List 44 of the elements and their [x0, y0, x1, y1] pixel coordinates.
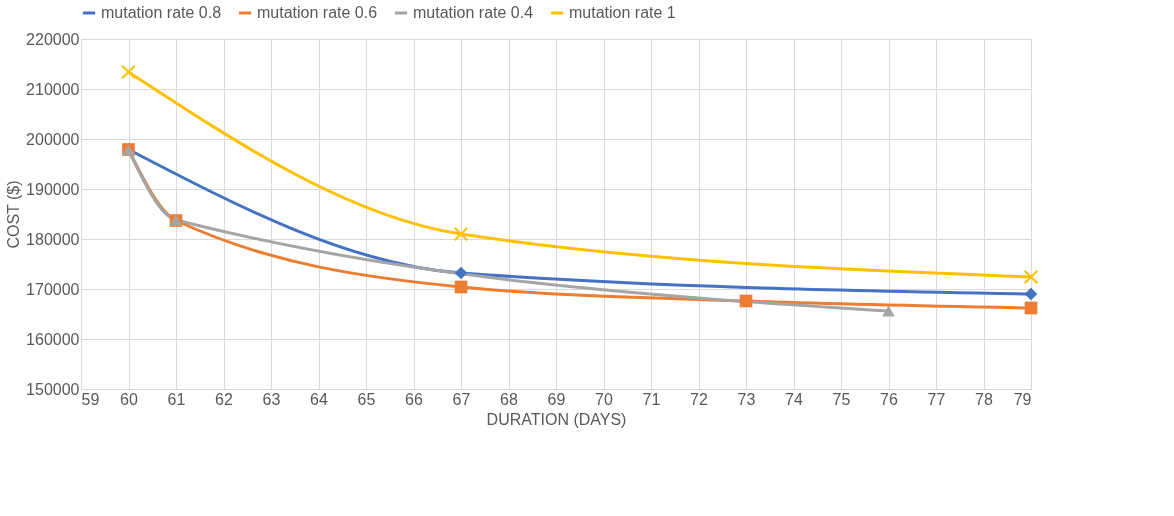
- x-tick-label: 62: [215, 390, 233, 408]
- y-tick-label: 200000: [26, 130, 80, 148]
- y-axis-title: COST ($): [5, 180, 23, 249]
- x-tick-label: 66: [405, 390, 423, 408]
- y-tick-label: 160000: [26, 330, 80, 348]
- x-tick-label: 79: [1013, 390, 1032, 408]
- x-tick-label: 75: [832, 390, 851, 408]
- x-tick-label: 78: [975, 390, 993, 408]
- x-tick-label: 61: [167, 390, 186, 408]
- point: [121, 64, 136, 80]
- legend-label: mutation rate 0.4: [413, 4, 534, 21]
- legend-label: mutation rate 1: [569, 4, 676, 21]
- x-tick-label: 71: [642, 390, 661, 408]
- x-tick-label: 77: [927, 390, 946, 408]
- x-tick-label: 69: [547, 390, 566, 408]
- x-tick-label: 68: [500, 390, 518, 408]
- x-axis-title: DURATION (DAYS): [486, 410, 627, 428]
- x-tick-label: 63: [262, 390, 281, 408]
- y-tick-label: 180000: [26, 230, 80, 248]
- x-tick-label: 59: [81, 390, 100, 408]
- y-tick-label: 220000: [26, 30, 80, 48]
- x-tick-label: 60: [120, 390, 138, 408]
- point: [1023, 269, 1039, 285]
- point: [454, 280, 468, 294]
- legend-label: mutation rate 0.8: [101, 4, 222, 21]
- x-tick-label: 64: [310, 390, 328, 408]
- x-tick-label: 73: [737, 390, 756, 408]
- point: [1024, 301, 1038, 315]
- point: [453, 226, 469, 242]
- y-tick-label: 170000: [26, 280, 80, 298]
- x-tick-label: 70: [595, 390, 613, 408]
- x-tick-label: 76: [880, 390, 898, 408]
- x-tick-label: 65: [357, 390, 376, 408]
- x-tick-label: 67: [452, 390, 471, 408]
- point: [882, 305, 895, 317]
- y-tick-label: 210000: [26, 80, 80, 98]
- y-tick-label: 190000: [26, 180, 80, 198]
- point: [1024, 287, 1038, 301]
- x-tick-label: 74: [785, 390, 803, 408]
- point: [454, 266, 468, 280]
- x-tick-label: 72: [690, 390, 708, 408]
- point: [739, 294, 753, 308]
- legend-label: mutation rate 0.6: [257, 4, 378, 21]
- y-tick-label: 150000: [26, 380, 80, 398]
